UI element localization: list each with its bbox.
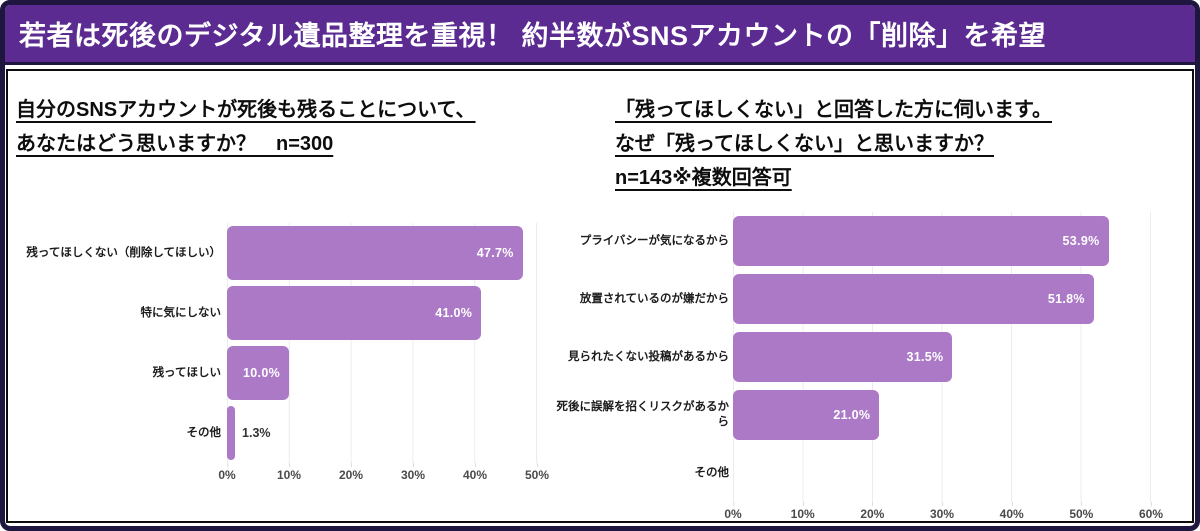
chart-row: プライバシーが気になるから 53.9% [553, 212, 1192, 270]
bar: 51.8% [733, 274, 1094, 324]
header-title: 若者は死後のデジタル遺品整理を重視！ 約半数がSNSアカウントの「削除」を希望 [19, 21, 1046, 51]
axis-tick-label: 30% [929, 502, 955, 521]
bar-track: 31.5% [733, 332, 1151, 382]
right-chart-title: 「残ってほしくない」と回答した方に伺います。 なぜ「残ってほしくない」と思います… [553, 93, 1192, 195]
chart-row: 死後に誤解を招くリスクがあるから 21.0% [553, 386, 1192, 444]
value-label: 51.8% [1047, 292, 1085, 306]
chart-row: その他 1.3% [16, 403, 553, 463]
bar-track: 21.0% [733, 390, 1151, 440]
x-axis: 0% 10% 20% 30% 40% 50% [218, 463, 549, 485]
category-label: 放置されているのが嫌だから [579, 292, 729, 305]
chart-title-line: なぜ「残ってほしくない」と思いますか？ [615, 133, 994, 155]
axis-tick-label: 20% [338, 463, 364, 482]
category-label: プライバシーが気になるから [579, 234, 729, 247]
axis-tick-label: 30% [400, 463, 426, 482]
bar-track: 51.8% [733, 274, 1151, 324]
bar: 41.0% [227, 286, 482, 340]
chart-row: 特に気にしない 41.0% [16, 283, 553, 343]
bar: 47.7% [227, 226, 523, 280]
chart-title-line: 「残ってほしくない」と回答した方に伺います。 [615, 99, 1052, 121]
category-label: 見られたくない投稿があるから [568, 350, 729, 363]
axis-tick-label: 40% [999, 502, 1024, 521]
category-label: 残ってほしくない（削除してほしい） [26, 246, 221, 259]
bar: 53.9% [733, 216, 1109, 266]
chart-title-line: あなたはどう思いますか？ n=300 [16, 133, 334, 155]
chart-row: 放置されているのが嫌だから 51.8% [553, 270, 1192, 328]
content-panel: 自分のSNSアカウントが死後も残ることについて、 あなたはどう思いますか？ n=… [6, 69, 1194, 523]
chart-row: 残ってほしい 10.0% [16, 343, 553, 403]
bar-track: 53.9% [733, 216, 1151, 266]
bar-track: 10.0% [227, 346, 537, 400]
value-label: 53.9% [1062, 234, 1100, 248]
value-label: 31.5% [906, 350, 944, 364]
chart-title-line: 自分のSNSアカウントが死後も残ることについて、 [16, 99, 476, 121]
axis-tick-label: 10% [276, 463, 302, 482]
value-label: 41.0% [435, 306, 473, 320]
chart-title-line: n=143※複数回答可 [615, 167, 792, 189]
axis-tick-label: 10% [790, 502, 815, 521]
category-label: 特に気にしない [140, 306, 222, 319]
chart-row: その他 [553, 444, 1192, 502]
axis-tick-label: 20% [860, 502, 885, 521]
bar-track: 1.3% [227, 406, 537, 460]
value-label: 10.0% [243, 366, 280, 380]
bar-track: 47.7% [227, 226, 537, 280]
value-label: 1.3% [242, 426, 271, 440]
axis-tick-label: 60% [1138, 502, 1164, 521]
value-label: 47.7% [476, 246, 514, 260]
plot-area: プライバシーが気になるから 53.9% 放置されているのが嫌だから 51.8% 見られた… [553, 212, 1192, 502]
right-bar-chart: プライバシーが気になるから 53.9% 放置されているのが嫌だから 51.8% 見られた… [553, 212, 1192, 524]
right-section: 「残ってほしくない」と回答した方に伺います。 なぜ「残ってほしくない」と思います… [553, 71, 1192, 521]
chart-row: 残ってほしくない（削除してほしい） 47.7% [16, 223, 553, 283]
bar-track: 41.0% [227, 286, 537, 340]
axis-tick-label: 50% [1069, 502, 1094, 521]
left-section: 自分のSNSアカウントが死後も残ることについて、 あなたはどう思いますか？ n=… [8, 71, 553, 521]
axis-tick-label: 0% [218, 463, 236, 482]
left-bar-chart: 残ってほしくない（削除してほしい） 47.7% 特に気にしない 41.0% 残ってほしい… [16, 223, 553, 485]
bar-track [733, 448, 1151, 498]
chart-row: 見られたくない投稿があるから 31.5% [553, 328, 1192, 386]
axis-tick-label: 40% [462, 463, 488, 482]
left-chart-title: 自分のSNSアカウントが死後も残ることについて、 あなたはどう思いますか？ n=… [16, 93, 553, 161]
category-label: 残ってほしい [152, 366, 221, 379]
category-label: その他 [694, 466, 730, 479]
x-axis: 0% 10% 20% 30% 40% 50% 60% [724, 502, 1163, 524]
bar [227, 406, 236, 460]
bar: 10.0% [227, 346, 289, 400]
axis-tick-label: 50% [524, 463, 550, 482]
bar: 21.0% [733, 390, 880, 440]
axis-tick-label: 0% [724, 502, 742, 521]
plot-area: 残ってほしくない（削除してほしい） 47.7% 特に気にしない 41.0% 残ってほしい… [16, 223, 553, 463]
bar: 31.5% [733, 332, 953, 382]
category-label: その他 [186, 426, 222, 439]
header-banner: 若者は死後のデジタル遺品整理を重視！ 約半数がSNSアカウントの「削除」を希望 [5, 5, 1195, 65]
category-label: 死後に誤解を招くリスクがあるから [556, 401, 730, 428]
value-label: 21.0% [833, 408, 871, 422]
